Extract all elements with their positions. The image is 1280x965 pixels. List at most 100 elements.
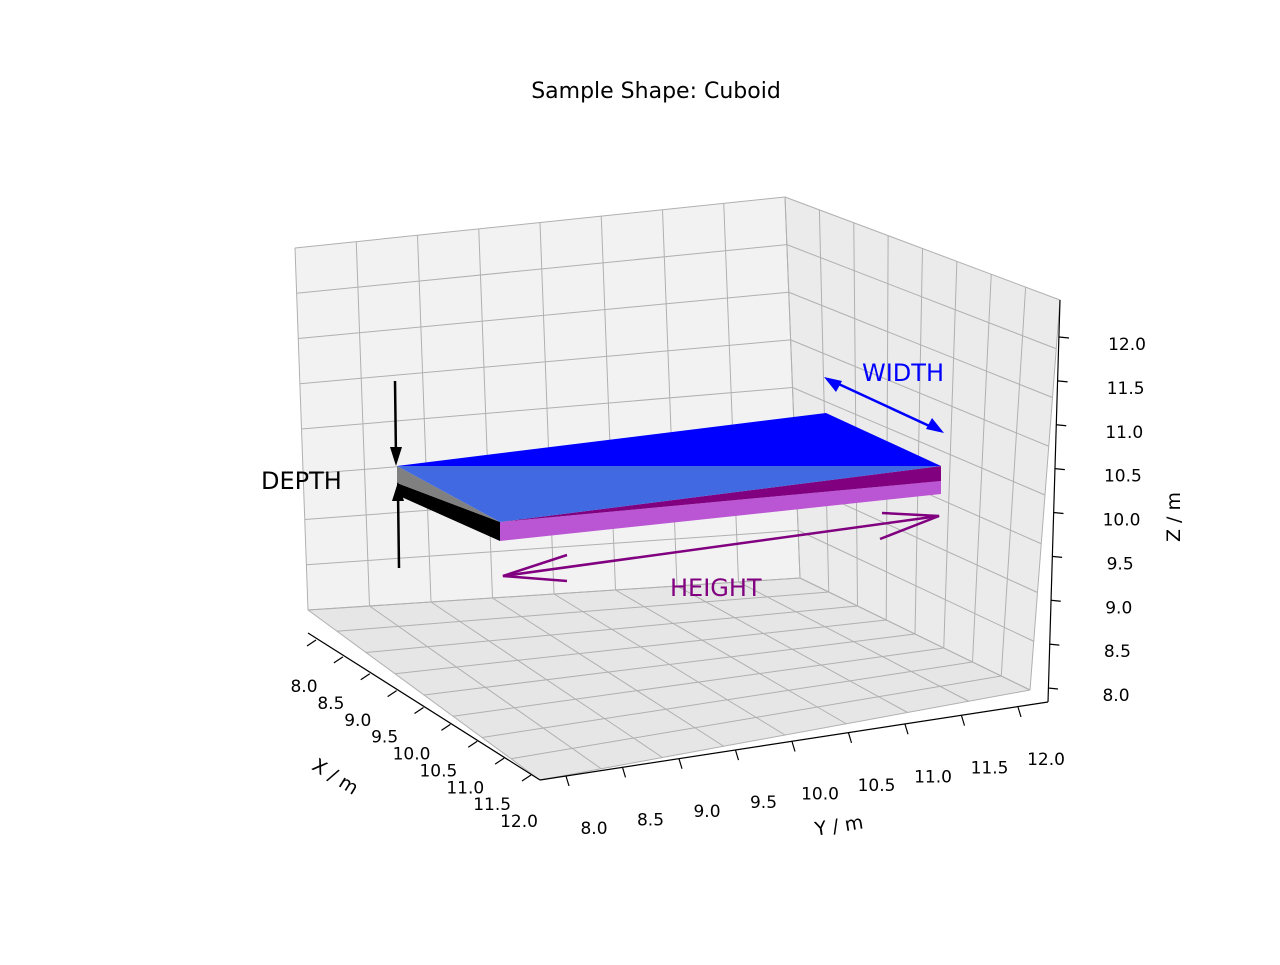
z-tick-mark <box>1052 555 1063 558</box>
floor-pane <box>308 578 1030 780</box>
x-tick-mark <box>521 774 532 782</box>
cuboid-top-face-a <box>397 413 941 466</box>
cuboid-left-face-dark <box>397 483 500 541</box>
x-axis-line <box>307 632 541 781</box>
grid-line <box>788 291 1053 398</box>
z-tick-label: 9.0 <box>1105 598 1132 618</box>
y-ticks: 8.0 8.5 9.0 9.5 10.0 10.5 11.0 11.5 12.0 <box>565 706 1065 839</box>
grid-line <box>1000 287 1027 677</box>
grid-line <box>972 274 992 663</box>
x-tick-label: 10.5 <box>419 761 457 781</box>
y-tick-label: 8.0 <box>580 819 607 839</box>
grid-line <box>738 581 969 702</box>
x-tick-mark <box>467 740 478 748</box>
z-tick-label: 8.5 <box>1104 642 1131 662</box>
grid-line <box>723 203 739 583</box>
grid-line <box>481 661 973 738</box>
y-tick-label: 11.5 <box>971 759 1009 779</box>
y-tick-mark <box>1017 706 1022 718</box>
grid-line <box>296 244 787 294</box>
z-tick-mark <box>1050 599 1061 602</box>
chart-title: Sample Shape: Cuboid <box>531 79 781 104</box>
x-tick-label: 11.0 <box>446 778 484 798</box>
y-tick-label: 9.0 <box>693 802 720 822</box>
y-tick-mark <box>565 775 570 787</box>
x-tick-mark <box>306 639 317 647</box>
z-tick-label: 10.0 <box>1103 511 1141 531</box>
z-axis-label: Z / m <box>1163 492 1185 542</box>
depth-arrow <box>390 380 404 569</box>
depth-annotation: DEPTH <box>261 467 342 495</box>
x-tick-mark <box>333 656 344 664</box>
y-axis-line <box>539 701 1049 781</box>
x-tick-label: 9.5 <box>371 728 398 748</box>
grid-line <box>799 577 1031 691</box>
z-tick-label: 12.0 <box>1108 335 1146 355</box>
width-arrow <box>824 377 944 433</box>
x-tick-mark <box>360 673 371 681</box>
y-tick-label: 12.0 <box>1027 750 1065 770</box>
z-tick-label: 9.5 <box>1107 554 1134 574</box>
x-tick-mark <box>441 723 451 731</box>
x-tick-mark <box>494 757 505 765</box>
x-axis-label: X / m <box>308 754 362 799</box>
y-tick-label: 9.5 <box>750 793 777 813</box>
grid-line <box>943 261 958 649</box>
x-tick-mark <box>414 707 424 714</box>
cuboid-front-face <box>500 481 941 541</box>
z-ticks: 8.0 8.5 9.0 9.5 10.0 10.5 11.0 11.5 12.0 <box>1047 335 1146 706</box>
floor-grid <box>307 577 1031 781</box>
y-tick-label: 10.5 <box>858 776 896 796</box>
z-tick-mark <box>1047 687 1059 690</box>
x-tick-mark <box>387 690 397 698</box>
y-tick-mark <box>904 724 909 735</box>
y-tick-mark <box>847 732 853 744</box>
grid-line <box>676 585 908 713</box>
x-tick-label: 12.0 <box>500 812 538 832</box>
side-pane <box>785 197 1060 690</box>
grid-line <box>301 387 793 430</box>
y-axis-label: Y / m <box>812 811 864 840</box>
grid-line <box>786 244 1057 350</box>
grid-line <box>1029 299 1061 691</box>
grid-line <box>790 339 1049 447</box>
x-tick-label: 8.5 <box>317 694 344 714</box>
z-tick-label: 11.5 <box>1107 379 1145 399</box>
z-tick-mark <box>1049 643 1060 646</box>
z-tick-mark <box>1053 511 1064 515</box>
y-tick-mark <box>791 741 796 752</box>
y-tick-label: 10.0 <box>801 785 839 805</box>
z-tick-mark <box>1058 336 1070 339</box>
height-annotation: HEIGHT <box>670 574 762 602</box>
grid-line <box>539 689 1031 781</box>
x-tick-label: 8.0 <box>290 677 317 697</box>
grid-line <box>553 593 786 736</box>
x-tick-label: 11.5 <box>473 795 511 815</box>
z-tick-label: 11.0 <box>1105 423 1143 443</box>
y-tick-mark <box>621 767 627 778</box>
grid-line <box>615 589 847 725</box>
grid-line <box>510 675 1002 760</box>
y-tick-mark <box>960 715 966 726</box>
y-tick-label: 11.0 <box>914 767 952 787</box>
grid-line <box>299 339 791 385</box>
width-annotation: WIDTH <box>862 359 944 387</box>
grid-line <box>298 291 789 339</box>
z-tick-mark <box>1054 468 1065 471</box>
x-tick-label: 10.0 <box>393 745 431 765</box>
grid-line <box>662 209 678 587</box>
y-tick-mark <box>678 758 683 769</box>
grid-line <box>792 387 1046 496</box>
z-axis-line <box>1047 299 1061 703</box>
y-tick-label: 8.5 <box>637 810 664 830</box>
x-ticks: 8.08.59.09.510.010.511.011.512.0 <box>290 639 538 832</box>
z-tick-label: 8.0 <box>1102 686 1129 706</box>
cuboid-top-face-b <box>397 466 941 522</box>
grid-line <box>784 196 1061 301</box>
z-tick-mark <box>1057 380 1068 383</box>
z-tick-mark <box>1056 424 1067 427</box>
z-tick-label: 10.5 <box>1104 467 1142 487</box>
x-tick-label: 9.0 <box>344 711 371 731</box>
